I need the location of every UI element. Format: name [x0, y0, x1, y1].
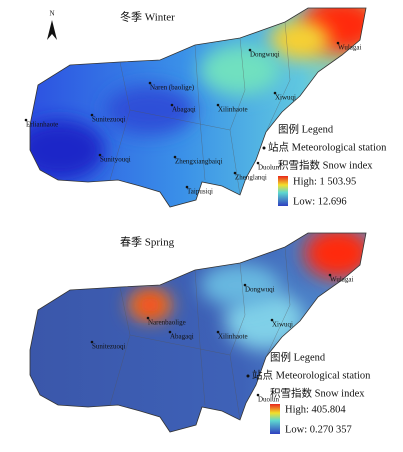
raster-blob: [30, 120, 105, 180]
station-label: Abagaqi: [170, 333, 194, 341]
raster-blob: [138, 296, 162, 314]
county-borders: [109, 21, 291, 196]
station-dot: [256, 393, 260, 397]
station-dot: [270, 318, 274, 322]
county-borders: [109, 246, 291, 421]
station-dot: [248, 48, 252, 52]
raster-blob: [270, 20, 330, 60]
station-label: Narenbaolige: [148, 319, 186, 327]
north-label: N: [49, 10, 54, 18]
map-panel: 春季 Spring Wulagai Dongwuqi Xiwuqi Narenbaoli…: [29, 232, 371, 435]
station-dot: [328, 273, 332, 277]
legend-dot: [262, 146, 266, 150]
legend-low: Low: 0.270 357: [285, 424, 352, 435]
panel-title: 冬季 Winter: [120, 10, 175, 24]
station-label: Xilinhaote: [218, 333, 248, 341]
raster-blob: [200, 45, 280, 95]
station-label: Abagaqi: [172, 106, 196, 114]
station-dot: [98, 153, 102, 157]
station-dot: [185, 185, 189, 189]
legend-dot: [246, 374, 250, 378]
station-label: Xiwuqi: [275, 94, 296, 102]
station-label: Xilinhaote: [218, 106, 248, 114]
station-label: Zhengxiangbaiqi: [175, 158, 222, 166]
station-label: Sunitezuoqi: [92, 116, 125, 124]
station-label: Duolun: [258, 164, 280, 172]
station-label: Wulagai: [330, 276, 353, 284]
station-dot: [216, 103, 220, 107]
station-label: Erlianhaote: [26, 121, 58, 129]
station-label: Wulagai: [338, 44, 361, 52]
legend-high: High: 1 503.95: [293, 176, 356, 187]
station-dot: [90, 113, 94, 117]
station-dot: [24, 118, 28, 122]
station-dot: [216, 330, 220, 334]
legend-high: High: 405.804: [285, 404, 346, 415]
station-dot: [168, 330, 172, 334]
station-label: Zhenglanqi: [235, 174, 267, 182]
legend-ramp: [278, 176, 288, 206]
station-dot: [243, 283, 247, 287]
legend-station: 站点 Meteorological station: [252, 368, 371, 381]
legend-station: 站点 Meteorological station: [268, 140, 387, 153]
north-arrow: [47, 20, 57, 40]
legend-title: 图例 Legend: [278, 122, 334, 135]
station-dot: [173, 155, 177, 159]
legend-title: 图例 Legend: [270, 350, 326, 363]
station-dot: [170, 103, 174, 107]
map-panel: 冬季 Winter N Wulagai Dongwuqi Xiwuqi Naren (ba…: [24, 7, 387, 208]
station-dot: [146, 316, 150, 320]
station-label: Dongwuqi: [250, 51, 280, 59]
station-dot: [233, 171, 237, 175]
raster-blob: [304, 233, 366, 279]
station-label: Xiwuqi: [272, 321, 293, 329]
legend-index: 积雪指数 Snow index: [278, 158, 373, 171]
station-label: Taipusiqi: [187, 188, 213, 196]
raster: [30, 233, 366, 432]
legend-index: 积雪指数 Snow index: [270, 386, 365, 399]
legend-ramp: [270, 404, 280, 434]
station-label: Duolun: [258, 396, 280, 404]
station-label: Dongwuqi: [245, 286, 275, 294]
station-dot: [273, 91, 277, 95]
station-label: Sunitezuoqi: [92, 343, 125, 351]
station-dot: [90, 340, 94, 344]
raster-blob: [200, 263, 280, 307]
station-dot: [148, 81, 152, 85]
station-dot: [336, 41, 340, 45]
legend-low: Low: 12.696: [293, 196, 347, 207]
panel-title: 春季 Spring: [120, 236, 175, 249]
station-dot: [256, 161, 260, 165]
station-label: Naren (baolige): [150, 84, 195, 92]
station-label: Sunityouqi: [100, 156, 131, 164]
